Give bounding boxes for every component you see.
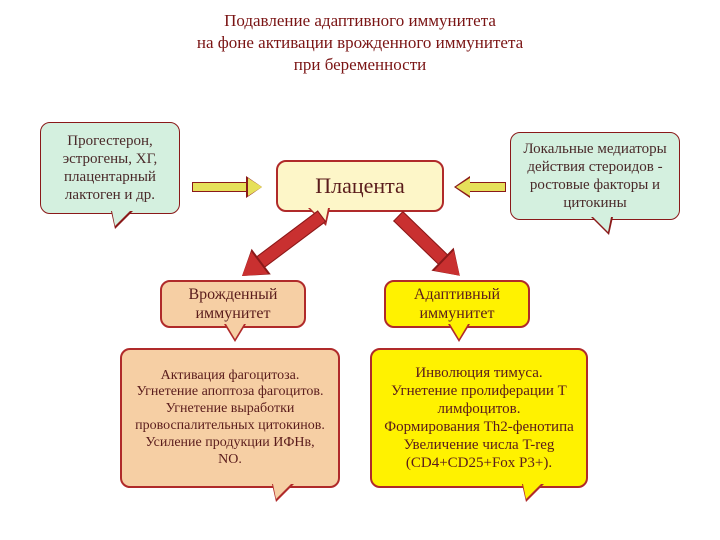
node-mediators: Локальные медиаторы действия стероидов -… xyxy=(510,132,680,220)
node-innate-immunity: Врожденный иммунитет xyxy=(160,280,306,328)
node-innate-label: Врожденный иммунитет xyxy=(172,285,294,323)
node-adaptive-immunity: Адаптивный иммунитет xyxy=(384,280,530,328)
node-hormones: Прогестерон, эстрогены, ХГ, плацентарный… xyxy=(40,122,180,214)
node-hormones-label: Прогестерон, эстрогены, ХГ, плацентарный… xyxy=(51,132,169,204)
arrow-mediators-to-placenta-icon xyxy=(456,178,506,196)
node-placenta: Плацента xyxy=(276,160,444,212)
node-adaptive-detail: Инволюция тимуса.Угнетение пролиферации … xyxy=(370,348,588,488)
node-adaptive-detail-label: Инволюция тимуса.Угнетение пролиферации … xyxy=(382,364,576,472)
arrow-hormones-to-placenta-icon xyxy=(192,178,262,196)
node-mediators-label: Локальные медиаторы действия стероидов -… xyxy=(521,140,669,212)
node-innate-detail: Активация фагоцитоза.Угнетение апоптоза … xyxy=(120,348,340,488)
diagram-title: Подавление адаптивного иммунитетана фоне… xyxy=(0,10,720,76)
node-placenta-label: Плацента xyxy=(315,173,405,199)
arrow-placenta-to-innate-icon xyxy=(242,216,322,276)
node-adaptive-label: Адаптивный иммунитет xyxy=(396,285,518,323)
arrow-placenta-to-adaptive-icon xyxy=(398,216,460,276)
node-innate-detail-label: Активация фагоцитоза.Угнетение апоптоза … xyxy=(132,368,328,469)
